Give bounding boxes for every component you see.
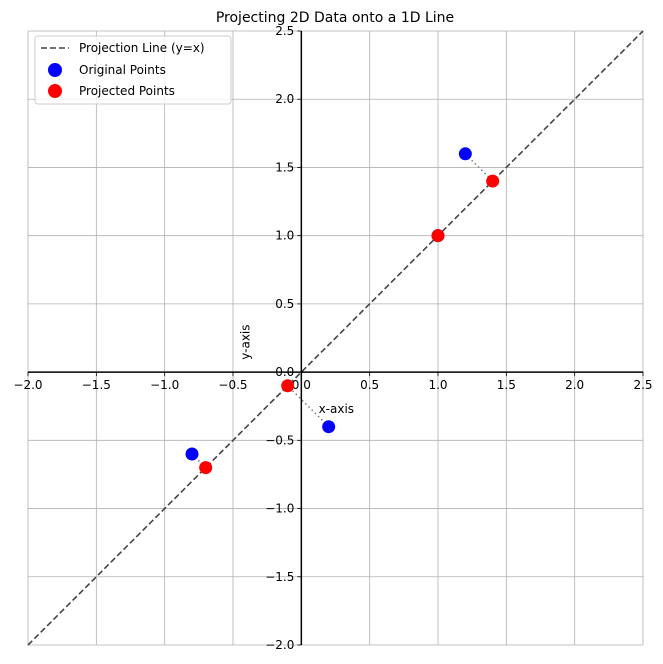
x-tick-label-2: −1.0 bbox=[150, 378, 179, 392]
y-tick-label-8: 2.0 bbox=[275, 92, 294, 106]
x-tick-label-3: −0.5 bbox=[218, 378, 247, 392]
legend-label-projected-points: Projected Points bbox=[79, 84, 175, 98]
x-tick-label-5: 0.5 bbox=[360, 378, 379, 392]
legend-entry-original-points: Original Points bbox=[48, 63, 166, 77]
original-point-2 bbox=[322, 420, 336, 434]
x-tick-label-4: 0.0 bbox=[292, 378, 311, 392]
tick-layer: −2.0 −1.5 −1.0 −0.5 0.0 0.5 1.0 1.5 2.0 2.5 −2.0 −1… bbox=[13, 24, 652, 652]
legend-label-projection-line: Projection Line (y=x) bbox=[79, 41, 205, 55]
projected-point-1 bbox=[431, 229, 445, 243]
legend-label-original-points: Original Points bbox=[79, 63, 166, 77]
projection-line bbox=[27, 30, 644, 646]
legend-entry-projection-line: Projection Line (y=x) bbox=[41, 41, 205, 55]
y-tick-label-0: −2.0 bbox=[265, 638, 294, 652]
y-tick-label-5: 0.5 bbox=[275, 297, 294, 311]
x-tick-label-0: −2.0 bbox=[13, 378, 42, 392]
y-tick-label-9: 2.5 bbox=[275, 24, 294, 38]
legend-box bbox=[34, 35, 232, 105]
connector-line-2 bbox=[287, 385, 330, 428]
legend-blue-marker-swatch bbox=[48, 63, 62, 77]
original-point-3 bbox=[185, 447, 199, 461]
projected-point-3 bbox=[199, 461, 213, 475]
spine-layer bbox=[28, 31, 643, 645]
connector-layer bbox=[191, 153, 494, 469]
projected-point-0 bbox=[486, 174, 500, 188]
point-layer bbox=[185, 147, 500, 475]
y-tick-label-3: −0.5 bbox=[265, 433, 294, 447]
y-axis-label: y-axis bbox=[238, 324, 252, 359]
y-tick-label-7: 1.5 bbox=[275, 160, 294, 174]
x-axis-label: x-axis bbox=[319, 402, 354, 416]
x-tick-label-8: 2.0 bbox=[565, 378, 584, 392]
y-tick-label-2: −1.0 bbox=[265, 502, 294, 516]
chart-title: Projecting 2D Data onto a 1D Line bbox=[216, 10, 454, 26]
legend-red-marker-swatch bbox=[48, 84, 62, 98]
connector-line-3 bbox=[191, 453, 207, 469]
y-tick-label-1: −1.5 bbox=[265, 570, 294, 584]
legend: Projection Line (y=x) Original Points Pr… bbox=[34, 35, 232, 105]
y-tick-label-6: 1.0 bbox=[275, 229, 294, 243]
x-tick-label-1: −1.5 bbox=[82, 378, 111, 392]
grid-layer bbox=[27, 30, 644, 646]
legend-entry-projected-points: Projected Points bbox=[48, 84, 175, 98]
x-tick-label-6: 1.0 bbox=[428, 378, 447, 392]
projection-line-layer bbox=[27, 30, 644, 646]
x-tick-label-7: 1.5 bbox=[497, 378, 516, 392]
y-tick-label-4: 0.0 bbox=[275, 365, 294, 379]
x-tick-label-9: 2.5 bbox=[633, 378, 652, 392]
projected-point-2 bbox=[281, 379, 295, 393]
original-point-0 bbox=[458, 147, 472, 161]
